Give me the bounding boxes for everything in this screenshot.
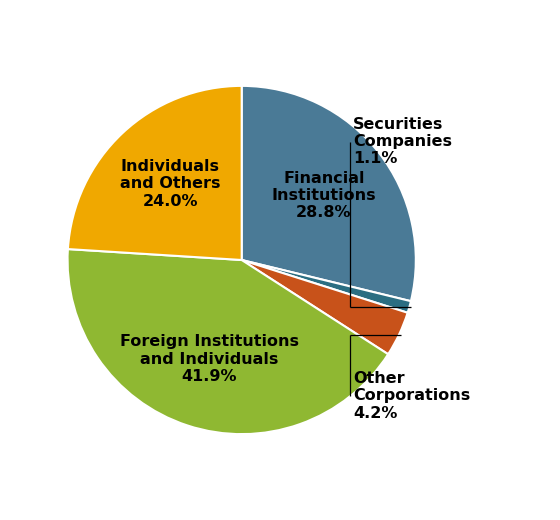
Wedge shape — [242, 86, 416, 301]
Text: Other
Corporations
4.2%: Other Corporations 4.2% — [353, 371, 470, 421]
Wedge shape — [242, 260, 411, 313]
Wedge shape — [68, 86, 242, 260]
Wedge shape — [68, 249, 388, 434]
Text: Financial
Institutions
28.8%: Financial Institutions 28.8% — [272, 171, 376, 220]
Text: Foreign Institutions
and Individuals
41.9%: Foreign Institutions and Individuals 41.… — [120, 334, 298, 384]
Wedge shape — [242, 260, 408, 354]
Text: Securities
Companies
1.1%: Securities Companies 1.1% — [353, 116, 452, 166]
Text: Individuals
and Others
24.0%: Individuals and Others 24.0% — [120, 159, 221, 209]
